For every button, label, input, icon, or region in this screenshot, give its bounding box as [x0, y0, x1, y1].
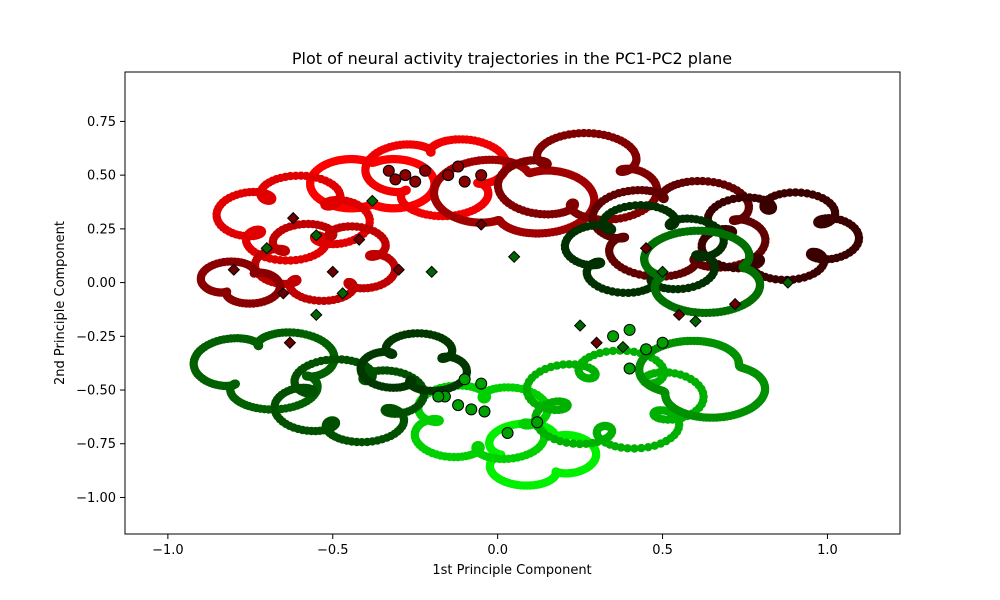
axes-frame — [124, 71, 901, 535]
trajectory-point — [616, 443, 626, 452]
trajectory-point — [536, 393, 545, 402]
end-point-marker — [656, 265, 669, 279]
trajectory-point — [644, 443, 653, 452]
end-point-marker — [336, 287, 349, 300]
y-axis-label: 2nd Principle Component — [53, 221, 68, 385]
start-point-marker — [452, 160, 465, 173]
end-point-marker — [573, 319, 587, 332]
trajectory-point — [630, 444, 639, 453]
y-tick-label: −0.50 — [76, 384, 116, 399]
x-tick-label: 0.0 — [487, 543, 508, 558]
y-tick-label: −0.75 — [76, 437, 116, 452]
end-point-marker — [474, 218, 488, 231]
y-tick-label: −1.00 — [76, 491, 116, 506]
y-axis: −1.00 −0.75 −0.50 −0.25 0.00 0.25 0.50 0.75 — [76, 115, 125, 506]
start-point-marker — [465, 403, 478, 416]
end-point-marker — [277, 287, 290, 300]
y-tick-label: 0.50 — [87, 169, 116, 184]
start-point-marker — [452, 399, 465, 412]
x-axis-label: 1st Principle Component — [432, 563, 591, 578]
trajectory-point — [629, 347, 639, 356]
trajectory-point — [271, 409, 281, 418]
trajectory-point — [637, 443, 646, 453]
end-point-marker — [310, 308, 323, 322]
end-point-marker — [672, 308, 686, 322]
end-point-marker — [392, 263, 405, 276]
x-tick-label: −1.0 — [152, 543, 184, 558]
trajectory-point — [495, 188, 504, 198]
start-point-marker — [382, 164, 395, 177]
start-point-marker — [432, 390, 445, 403]
trajectory-point — [575, 439, 584, 449]
trajectory-point — [307, 172, 316, 181]
y-tick-label: 0.25 — [87, 222, 116, 237]
start-point-marker — [478, 405, 491, 418]
y-tick-label: −0.25 — [76, 330, 116, 345]
end-point-marker — [283, 336, 297, 349]
start-point-marker — [623, 323, 636, 336]
start-point-marker — [623, 362, 636, 375]
trajectory-point — [266, 294, 275, 304]
trajectory-point — [565, 360, 574, 369]
end-point-marker — [310, 229, 323, 242]
start-point-marker — [640, 343, 653, 356]
start-point-marker — [399, 169, 412, 182]
end-point-marker — [781, 276, 795, 289]
trajectory-point — [608, 346, 618, 356]
start-point-marker — [531, 416, 544, 429]
trajectory-point — [602, 347, 611, 356]
start-point-marker — [475, 377, 488, 390]
markers-layer — [227, 160, 795, 439]
start-point-marker — [458, 175, 471, 188]
end-point-marker — [728, 297, 742, 311]
chart-title: Plot of neural activity trajectories in … — [292, 49, 732, 68]
y-tick-label: 0.75 — [87, 115, 116, 130]
trajectory-point — [562, 438, 571, 447]
start-point-marker — [442, 169, 455, 182]
start-point-marker — [656, 336, 669, 349]
trajectory-point — [625, 267, 634, 276]
trajectory-point — [434, 175, 444, 184]
end-point-marker — [616, 340, 630, 354]
trajectory-point — [623, 444, 632, 453]
trajectory-point — [598, 284, 607, 293]
trajectory-point — [493, 146, 503, 155]
trajectory-point — [709, 308, 718, 317]
trajectory-point — [558, 360, 568, 369]
start-point-marker — [458, 373, 471, 386]
y-tick-label: 0.00 — [87, 276, 116, 291]
end-point-marker — [507, 250, 521, 264]
trajectory-point — [452, 381, 461, 390]
end-point-marker — [425, 265, 438, 279]
end-point-marker — [227, 263, 241, 276]
end-point-marker — [286, 211, 300, 225]
end-point-marker — [260, 241, 274, 255]
start-point-marker — [475, 169, 488, 182]
start-point-marker — [409, 175, 422, 188]
end-point-marker — [366, 194, 379, 208]
end-point-marker — [326, 265, 339, 279]
end-point-marker — [590, 336, 603, 349]
trajectory-point — [569, 439, 578, 448]
end-point-marker — [639, 241, 653, 255]
end-point-marker — [689, 315, 702, 328]
x-tick-label: −0.5 — [317, 543, 349, 558]
x-tick-label: 0.5 — [652, 543, 673, 558]
trajectory-point — [193, 348, 202, 358]
trajectory-point — [290, 221, 299, 230]
trajectory-point — [556, 437, 565, 446]
start-point-marker — [389, 173, 402, 186]
start-point-marker — [419, 164, 432, 177]
points-layer — [189, 128, 864, 490]
x-tick-label: 1.0 — [817, 543, 838, 558]
start-point-marker — [607, 330, 620, 343]
end-point-marker — [352, 233, 366, 246]
start-point-marker — [501, 427, 514, 439]
trajectory-point — [591, 451, 601, 460]
x-axis: −1.0 −0.5 0.0 0.5 1.0 — [152, 534, 838, 558]
